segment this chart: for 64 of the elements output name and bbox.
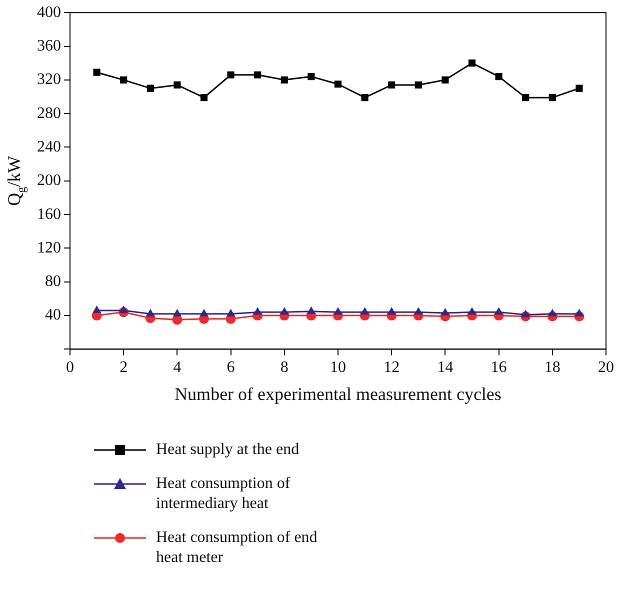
point	[468, 307, 476, 315]
point	[522, 94, 530, 102]
y-tick-label: 160	[37, 206, 61, 223]
point	[280, 307, 289, 315]
point	[174, 81, 181, 89]
point	[308, 73, 315, 80]
point	[226, 308, 236, 316]
point	[334, 80, 342, 88]
y-tick-label: 320	[37, 71, 61, 88]
point	[414, 307, 423, 315]
point	[306, 306, 316, 314]
x-tick-label: 8	[280, 359, 288, 376]
x-tick-label: 12	[384, 359, 400, 376]
legend-label: Heat consumption of intermediary heat	[156, 474, 292, 514]
x-tick-label: 2	[120, 359, 128, 376]
point	[334, 307, 342, 315]
point	[495, 73, 502, 80]
x-tick-label: 4	[173, 359, 182, 376]
legend-label: Heat consumption of end heat meter	[156, 528, 318, 568]
x-tick-label: 6	[226, 359, 235, 376]
point	[119, 305, 128, 313]
point	[494, 307, 504, 315]
point	[146, 308, 155, 316]
y-tick-label: 200	[37, 172, 61, 190]
point	[172, 308, 182, 316]
point	[414, 81, 422, 89]
point	[442, 76, 449, 84]
point	[548, 94, 556, 102]
point	[253, 307, 262, 315]
x-tick-label: 20	[598, 359, 614, 376]
y-tick-label: 400	[37, 4, 61, 21]
point	[200, 94, 208, 102]
point	[388, 81, 396, 89]
point	[440, 308, 450, 316]
x-axis-title: Number of experimental measurement cycles	[174, 384, 502, 404]
y-tick-label: 40	[45, 306, 61, 324]
x-tick-label: 10	[330, 359, 346, 376]
point	[200, 308, 208, 316]
y-tick-label: 120	[37, 239, 61, 256]
point	[361, 94, 368, 102]
point	[280, 76, 288, 84]
point	[227, 71, 234, 78]
legend-label: Heat supply at the end	[156, 440, 300, 460]
point	[254, 71, 262, 78]
y-tick-label: 240	[37, 138, 61, 156]
y-tick-label: 80	[45, 273, 61, 290]
point	[387, 307, 396, 315]
point	[146, 84, 154, 92]
y-tick-label: 360	[37, 37, 61, 54]
x-tick-label: 14	[437, 359, 454, 376]
point	[574, 308, 584, 316]
point	[576, 84, 583, 92]
point	[93, 68, 100, 76]
point	[120, 76, 128, 84]
point	[92, 305, 102, 313]
y-tick-label: 280	[37, 104, 61, 122]
y-axis-title: Qg/kW	[4, 156, 28, 206]
x-tick-label: 0	[66, 359, 74, 376]
point	[548, 308, 557, 316]
x-tick-label: 16	[490, 359, 507, 376]
point	[360, 307, 370, 315]
x-tick-label: 18	[544, 359, 560, 376]
point	[521, 310, 530, 318]
point	[468, 60, 476, 67]
